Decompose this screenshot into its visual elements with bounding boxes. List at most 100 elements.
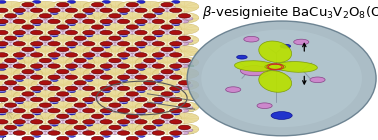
Circle shape xyxy=(48,79,77,90)
Circle shape xyxy=(31,42,43,46)
Circle shape xyxy=(74,125,86,130)
Circle shape xyxy=(180,87,189,90)
Circle shape xyxy=(170,57,199,68)
Circle shape xyxy=(6,131,15,135)
Circle shape xyxy=(83,75,95,80)
Circle shape xyxy=(13,108,25,113)
Circle shape xyxy=(57,92,69,96)
Circle shape xyxy=(180,131,189,135)
Circle shape xyxy=(170,19,182,24)
Circle shape xyxy=(119,101,128,104)
Circle shape xyxy=(146,42,154,45)
Circle shape xyxy=(118,113,147,123)
Circle shape xyxy=(83,120,95,124)
Circle shape xyxy=(135,12,164,23)
Circle shape xyxy=(65,19,77,24)
Circle shape xyxy=(93,31,102,34)
Circle shape xyxy=(22,114,34,118)
Circle shape xyxy=(244,36,259,42)
Circle shape xyxy=(31,97,43,102)
Circle shape xyxy=(50,123,58,126)
Circle shape xyxy=(15,12,23,15)
Circle shape xyxy=(144,36,156,40)
Circle shape xyxy=(6,42,15,45)
Circle shape xyxy=(141,84,150,87)
Circle shape xyxy=(28,51,36,54)
Circle shape xyxy=(109,36,121,40)
Circle shape xyxy=(83,97,95,102)
Circle shape xyxy=(178,80,191,85)
Circle shape xyxy=(24,76,32,79)
Circle shape xyxy=(48,1,77,12)
Circle shape xyxy=(91,114,104,118)
Circle shape xyxy=(170,46,199,57)
Circle shape xyxy=(37,129,45,132)
Circle shape xyxy=(14,35,42,45)
Circle shape xyxy=(100,42,112,46)
Circle shape xyxy=(48,64,60,68)
Circle shape xyxy=(154,101,163,104)
Circle shape xyxy=(154,79,163,82)
Circle shape xyxy=(102,45,110,48)
Circle shape xyxy=(33,112,41,115)
Circle shape xyxy=(72,17,80,20)
Circle shape xyxy=(83,35,112,45)
Circle shape xyxy=(109,103,121,107)
Circle shape xyxy=(101,46,129,57)
Text: $\beta$-vesignieite BaCu$_3$V$_2$O$_8$(OH)$_2$: $\beta$-vesignieite BaCu$_3$V$_2$O$_8$(O… xyxy=(202,4,378,21)
Circle shape xyxy=(100,53,112,57)
Circle shape xyxy=(31,53,43,57)
Circle shape xyxy=(63,51,71,54)
Circle shape xyxy=(115,129,123,132)
Circle shape xyxy=(83,68,112,79)
Circle shape xyxy=(65,64,77,68)
Circle shape xyxy=(135,19,147,24)
Circle shape xyxy=(135,30,147,35)
Circle shape xyxy=(100,30,112,35)
Circle shape xyxy=(128,31,136,34)
Circle shape xyxy=(153,124,181,135)
Circle shape xyxy=(74,14,86,18)
Circle shape xyxy=(48,24,77,34)
Circle shape xyxy=(14,46,42,57)
Circle shape xyxy=(13,64,25,68)
Circle shape xyxy=(170,12,199,23)
Circle shape xyxy=(91,136,104,140)
Circle shape xyxy=(83,1,112,12)
FancyBboxPatch shape xyxy=(0,0,189,140)
Circle shape xyxy=(167,95,175,98)
Circle shape xyxy=(0,8,8,13)
Circle shape xyxy=(170,97,182,102)
Circle shape xyxy=(102,23,110,26)
Circle shape xyxy=(150,106,158,109)
Circle shape xyxy=(83,19,95,24)
Circle shape xyxy=(0,57,25,68)
Circle shape xyxy=(48,19,60,24)
Circle shape xyxy=(91,69,104,74)
Circle shape xyxy=(118,75,130,80)
Circle shape xyxy=(115,39,123,43)
Circle shape xyxy=(91,47,104,52)
Circle shape xyxy=(28,117,36,121)
Circle shape xyxy=(118,64,130,68)
Circle shape xyxy=(48,68,77,79)
Circle shape xyxy=(152,8,164,13)
Circle shape xyxy=(135,120,147,124)
Circle shape xyxy=(146,109,154,112)
Circle shape xyxy=(170,68,199,79)
Circle shape xyxy=(80,62,88,65)
Circle shape xyxy=(15,79,23,82)
Circle shape xyxy=(133,51,141,54)
Circle shape xyxy=(85,56,93,59)
Circle shape xyxy=(126,47,138,52)
Circle shape xyxy=(152,86,164,91)
Circle shape xyxy=(153,12,181,23)
Circle shape xyxy=(41,109,50,112)
Circle shape xyxy=(54,6,63,9)
Circle shape xyxy=(83,124,112,135)
Circle shape xyxy=(37,17,45,20)
Circle shape xyxy=(159,73,167,76)
Circle shape xyxy=(170,42,182,46)
Circle shape xyxy=(102,112,110,115)
Circle shape xyxy=(41,131,50,135)
